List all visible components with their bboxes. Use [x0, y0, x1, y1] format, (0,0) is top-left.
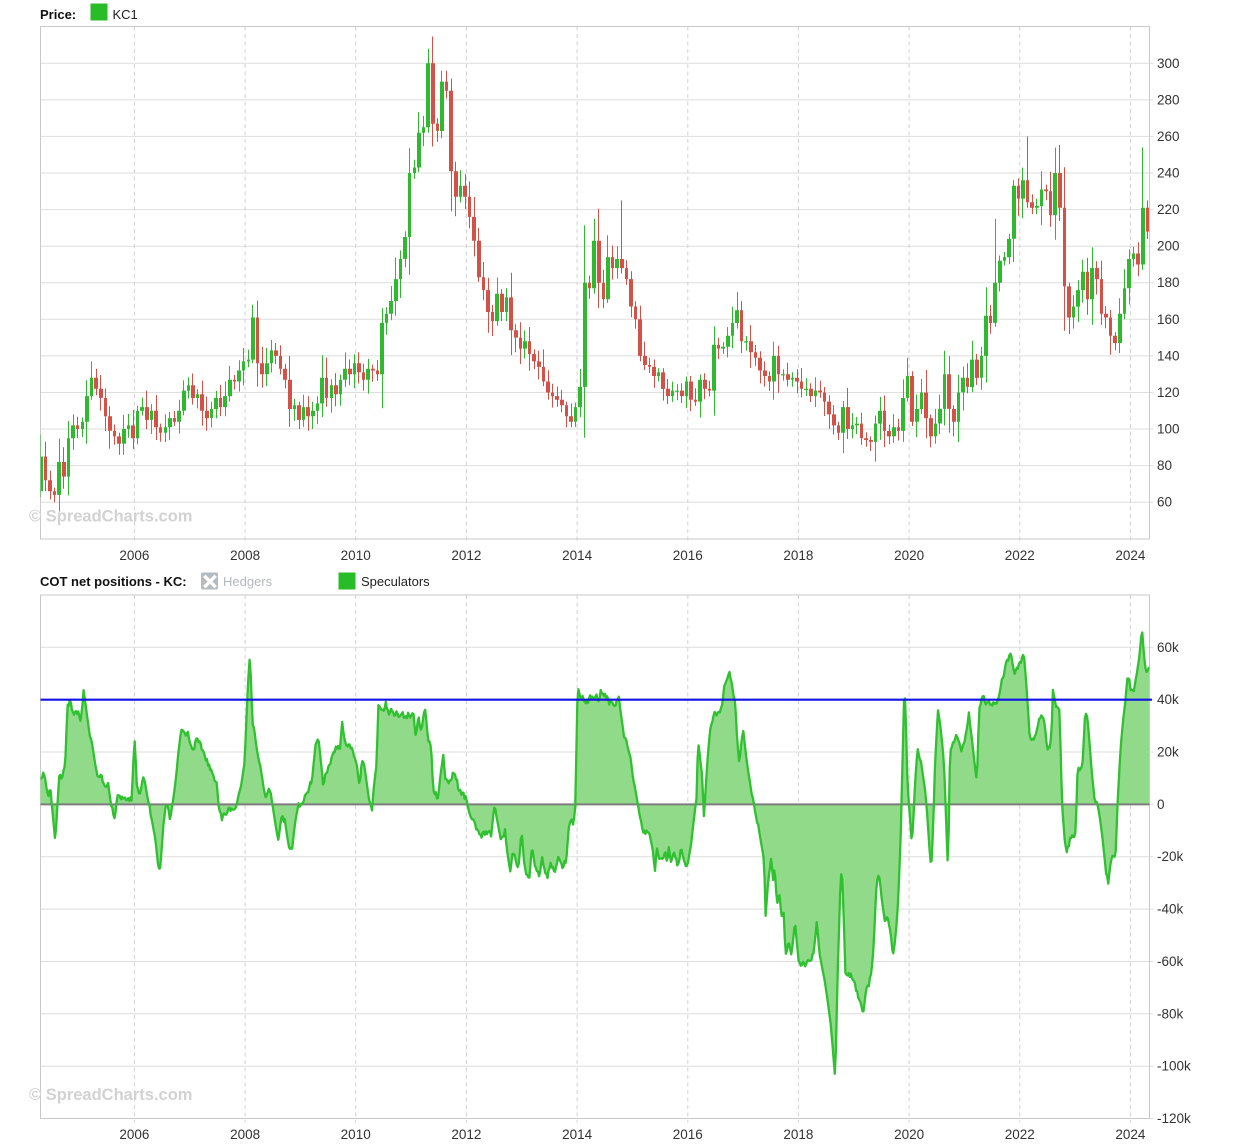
svg-text:120: 120: [1157, 385, 1180, 400]
svg-text:2014: 2014: [562, 548, 593, 563]
svg-text:100: 100: [1157, 422, 1180, 437]
svg-text:Price:: Price:: [40, 7, 76, 22]
svg-text:-40k: -40k: [1157, 902, 1184, 917]
svg-text:2020: 2020: [894, 548, 924, 563]
svg-text:2012: 2012: [451, 1127, 481, 1142]
svg-text:2016: 2016: [673, 1127, 703, 1142]
svg-text:0: 0: [1157, 797, 1165, 812]
svg-text:-80k: -80k: [1157, 1006, 1184, 1021]
svg-text:200: 200: [1157, 239, 1180, 254]
svg-text:COT net positions - KC:: COT net positions - KC:: [40, 574, 187, 589]
svg-text:-120k: -120k: [1157, 1111, 1191, 1126]
svg-text:-100k: -100k: [1157, 1059, 1191, 1074]
svg-text:140: 140: [1157, 348, 1180, 363]
svg-text:300: 300: [1157, 56, 1180, 71]
svg-text:© SpreadCharts.com: © SpreadCharts.com: [29, 508, 192, 526]
svg-text:2016: 2016: [673, 548, 703, 563]
svg-text:2012: 2012: [451, 548, 481, 563]
svg-text:2006: 2006: [119, 1127, 149, 1142]
svg-text:2024: 2024: [1115, 1127, 1146, 1142]
svg-text:180: 180: [1157, 275, 1180, 290]
svg-text:2022: 2022: [1005, 548, 1035, 563]
svg-text:2020: 2020: [894, 1127, 924, 1142]
svg-text:Speculators: Speculators: [361, 574, 430, 589]
svg-text:2024: 2024: [1115, 548, 1146, 563]
svg-text:260: 260: [1157, 129, 1180, 144]
svg-text:-20k: -20k: [1157, 849, 1184, 864]
svg-text:2018: 2018: [783, 548, 813, 563]
svg-text:KC1: KC1: [113, 7, 138, 22]
svg-text:2010: 2010: [341, 1127, 371, 1142]
svg-text:2022: 2022: [1005, 1127, 1035, 1142]
svg-text:2010: 2010: [341, 548, 371, 563]
svg-text:280: 280: [1157, 92, 1180, 107]
svg-text:80: 80: [1157, 458, 1172, 473]
svg-text:© SpreadCharts.com: © SpreadCharts.com: [29, 1086, 192, 1104]
svg-text:20k: 20k: [1157, 745, 1179, 760]
svg-text:160: 160: [1157, 312, 1180, 327]
svg-text:2018: 2018: [783, 1127, 813, 1142]
svg-text:60k: 60k: [1157, 640, 1179, 655]
svg-text:2014: 2014: [562, 1127, 593, 1142]
svg-text:60: 60: [1157, 495, 1172, 510]
svg-text:2008: 2008: [230, 548, 260, 563]
svg-text:240: 240: [1157, 166, 1180, 181]
svg-text:40k: 40k: [1157, 692, 1179, 707]
svg-text:2008: 2008: [230, 1127, 260, 1142]
svg-text:220: 220: [1157, 202, 1180, 217]
svg-text:Hedgers: Hedgers: [223, 574, 273, 589]
svg-text:2006: 2006: [119, 548, 149, 563]
svg-text:-60k: -60k: [1157, 954, 1184, 969]
